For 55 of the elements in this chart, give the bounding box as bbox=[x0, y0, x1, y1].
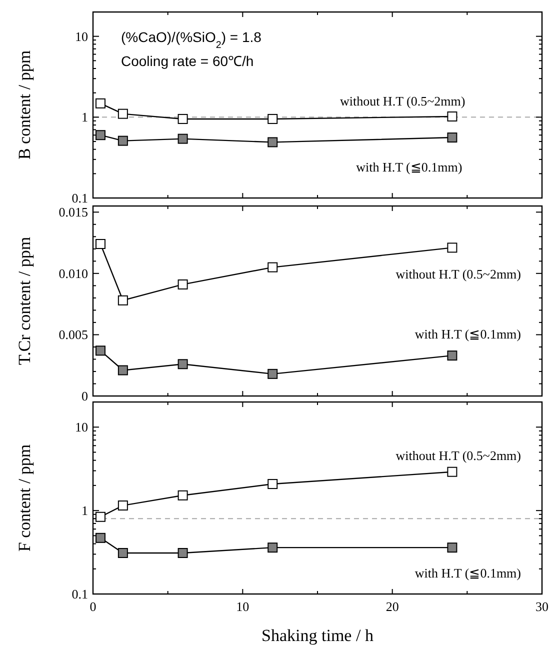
y-tick-label: 0.1 bbox=[72, 586, 88, 602]
y-tick-label: 0.1 bbox=[72, 190, 88, 206]
point bbox=[118, 548, 128, 558]
y-tick-label: 0.010 bbox=[58, 266, 88, 281]
point bbox=[447, 111, 458, 122]
x-tick-label: 10 bbox=[236, 599, 250, 614]
point bbox=[178, 279, 188, 290]
point bbox=[447, 132, 458, 143]
point bbox=[95, 130, 106, 140]
annotation: (%CaO)/(%SiO$_{2}$) = 1.8 bbox=[121, 29, 262, 50]
point bbox=[118, 108, 128, 119]
point bbox=[447, 542, 458, 553]
point bbox=[447, 466, 458, 477]
point bbox=[178, 490, 188, 500]
point bbox=[118, 295, 128, 306]
point bbox=[95, 98, 106, 108]
point bbox=[268, 262, 278, 272]
y-tick-label: 1 bbox=[82, 503, 88, 518]
point bbox=[268, 368, 278, 379]
point bbox=[268, 114, 278, 124]
point bbox=[118, 136, 128, 146]
point bbox=[95, 512, 106, 522]
y-tick-label: 0.005 bbox=[58, 327, 88, 342]
point bbox=[178, 134, 188, 144]
legend-label: without H.T (0.5~2mm) bbox=[396, 266, 521, 282]
y-axis-title: B content / ppm bbox=[15, 50, 34, 160]
legend-label: with H.T (≦0.1mm) bbox=[414, 566, 521, 581]
x-tick-label: 30 bbox=[536, 599, 548, 614]
point bbox=[178, 114, 188, 124]
y-tick-label: 0.015 bbox=[58, 204, 88, 220]
y-tick-label: 10 bbox=[75, 420, 88, 435]
legend-label: with H.T (≦0.1mm) bbox=[414, 326, 521, 342]
point bbox=[178, 548, 188, 558]
y-tick-label: 10 bbox=[75, 28, 88, 44]
point bbox=[95, 532, 106, 543]
point bbox=[447, 242, 458, 253]
x-tick-label: 20 bbox=[386, 599, 399, 614]
point bbox=[268, 542, 278, 553]
point bbox=[118, 500, 128, 510]
point bbox=[268, 137, 278, 148]
series-label: without H.T (0.5~2mm) bbox=[340, 93, 466, 108]
y-axis-title: F content / ppm bbox=[15, 444, 34, 552]
y-axis-title: T.Cr content / ppm bbox=[15, 236, 34, 366]
point bbox=[178, 359, 188, 370]
y-tick-label: 0 bbox=[82, 388, 88, 404]
point bbox=[268, 479, 278, 490]
legend-label: without H.T (0.5~2mm) bbox=[396, 448, 521, 463]
annotation: Cooling rate = 60℃/h bbox=[121, 53, 254, 69]
point bbox=[118, 365, 128, 376]
y-tick-label: 1 bbox=[82, 110, 88, 125]
x-axis-title: Shaking time / h bbox=[262, 626, 374, 645]
point bbox=[95, 346, 106, 356]
series-label: with H.T (≦0.1mm) bbox=[356, 160, 462, 175]
point bbox=[447, 350, 458, 361]
point bbox=[95, 239, 106, 249]
